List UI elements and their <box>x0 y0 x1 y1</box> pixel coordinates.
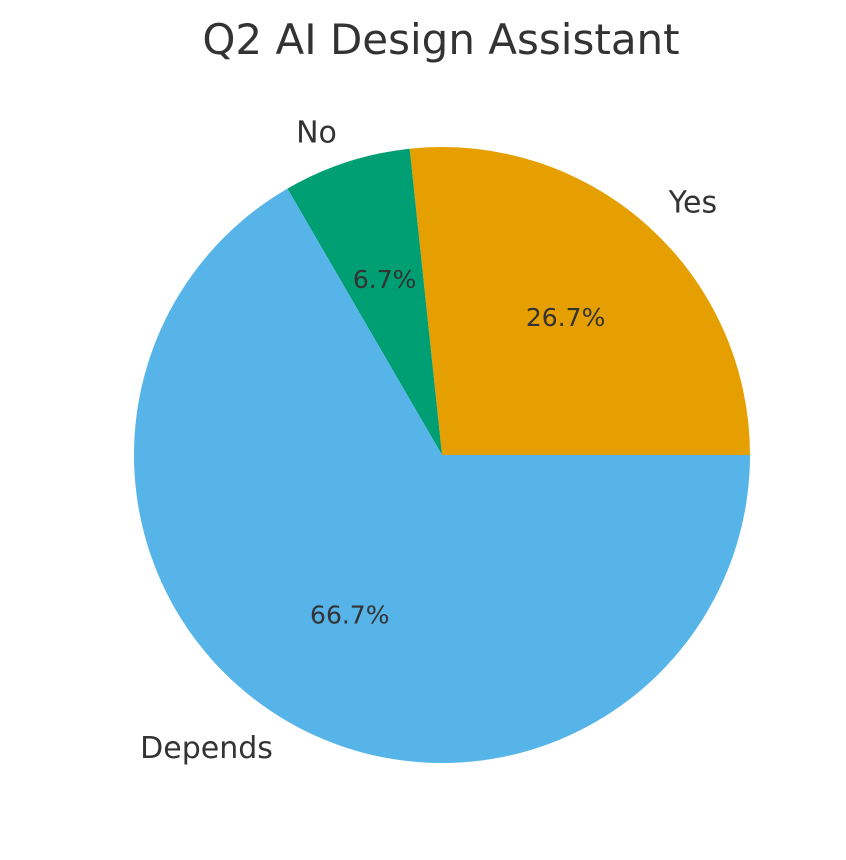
pie-slices <box>134 147 751 763</box>
chart-title: Q2 AI Design Assistant <box>202 15 679 64</box>
slice-label-yes: Yes <box>668 186 717 221</box>
pie-slice-depends <box>134 188 751 763</box>
pie-slice-yes <box>409 147 750 455</box>
pie-slice-no <box>287 148 442 456</box>
percent-label-depends: 66.7% <box>310 601 389 630</box>
percent-label-yes: 26.7% <box>526 303 605 332</box>
slice-label-depends: Depends <box>140 731 273 766</box>
percent-label-no: 6.7% <box>353 265 417 294</box>
pie-labels: Yes 26.7% No 6.7% Depends 66.7% <box>140 115 717 766</box>
slice-label-no: No <box>296 115 337 150</box>
